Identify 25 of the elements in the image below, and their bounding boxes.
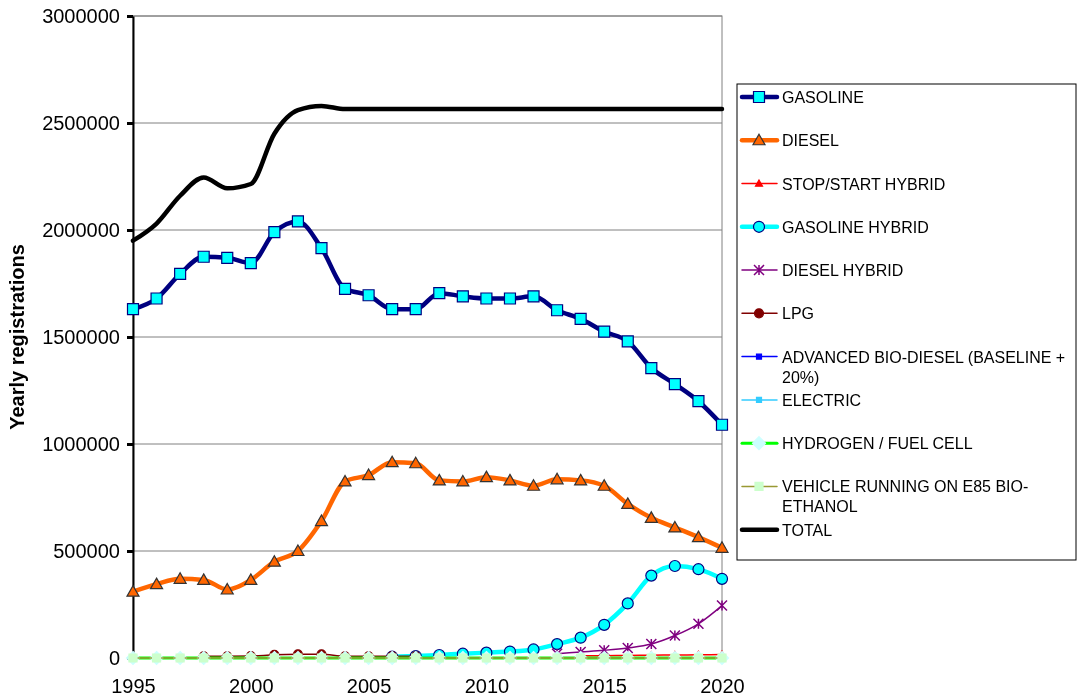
legend-label: HYDROGEN / FUEL CELL	[782, 435, 973, 453]
x-tick-label: 1995	[111, 675, 156, 698]
y-axis-title: Yearly registrations	[6, 244, 28, 430]
legend-label: LPG	[782, 305, 815, 323]
legend-label: GASOLINE	[782, 88, 864, 106]
x-tick-label: 2005	[346, 675, 392, 698]
y-tick-label: 1500000	[42, 325, 120, 348]
y-tick-label: 2500000	[42, 111, 120, 134]
legend-label: DIESEL	[782, 132, 840, 150]
y-tick-label: 500000	[53, 539, 120, 562]
legend-label: VEHICLE RUNNING ON E85 BIO-ETHANOL	[782, 478, 1029, 516]
legend-label: GASOLINE HYBRID	[782, 218, 929, 236]
x-tick-label: 2020	[700, 675, 745, 698]
legend-label: ELECTRIC	[782, 391, 862, 409]
y-tick-label: 0	[108, 646, 120, 669]
legend-label: STOP/START HYBRID	[782, 175, 946, 193]
y-tick-label: 3000000	[42, 4, 120, 27]
legend-label: ADVANCED BIO-DIESEL (BASELINE + 20%)	[782, 348, 1066, 386]
y-tick-label: 2000000	[42, 218, 120, 241]
legend-label: TOTAL	[782, 521, 833, 539]
legend-label: DIESEL HYBRID	[782, 262, 904, 280]
x-tick-label: 2015	[582, 675, 627, 698]
x-tick-label: 2000	[229, 675, 274, 698]
x-tick-label: 2010	[464, 675, 510, 698]
y-tick-label: 1000000	[42, 432, 120, 455]
